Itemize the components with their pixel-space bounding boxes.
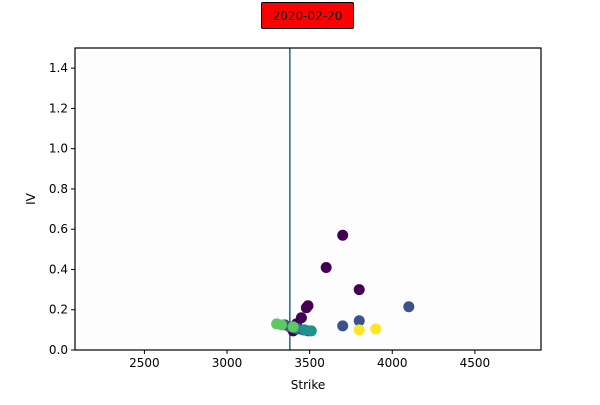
y-axis-label: IV bbox=[24, 192, 38, 205]
data-point bbox=[337, 320, 349, 332]
y-tick-label: 0.6 bbox=[49, 222, 68, 236]
data-point bbox=[353, 284, 365, 296]
data-point bbox=[287, 321, 299, 333]
data-point bbox=[276, 319, 288, 331]
x-tick-label: 4000 bbox=[377, 356, 408, 370]
data-point bbox=[353, 324, 365, 336]
y-tick-label: 1.4 bbox=[49, 61, 68, 75]
y-tick-label: 0.4 bbox=[49, 262, 68, 276]
data-point bbox=[302, 300, 314, 312]
x-tick-label: 3000 bbox=[212, 356, 243, 370]
x-tick-label: 2500 bbox=[129, 356, 160, 370]
y-tick-label: 0.0 bbox=[49, 343, 68, 357]
plot-frame bbox=[74, 47, 542, 351]
y-tick-label: 0.2 bbox=[49, 303, 68, 317]
x-axis-label: Strike bbox=[291, 378, 326, 392]
x-tick-label: 3500 bbox=[294, 356, 325, 370]
data-point bbox=[370, 323, 382, 335]
y-tick-label: 1.2 bbox=[49, 101, 68, 115]
data-point bbox=[320, 261, 332, 273]
y-tick-label: 1.0 bbox=[49, 142, 68, 156]
data-point bbox=[305, 325, 317, 337]
plot-area bbox=[75, 48, 541, 350]
x-tick-label: 4500 bbox=[460, 356, 491, 370]
data-point bbox=[337, 229, 349, 241]
y-tick-label: 0.8 bbox=[49, 182, 68, 196]
data-point bbox=[353, 315, 365, 327]
chart-title: 2020-02-20 bbox=[261, 2, 354, 29]
data-point bbox=[403, 301, 415, 313]
